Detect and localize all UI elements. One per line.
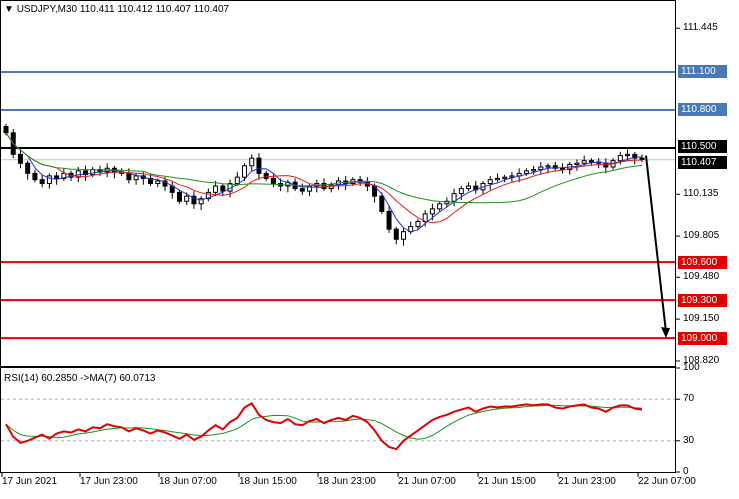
candle-body — [466, 185, 472, 190]
price-axis-label: 109.480 — [683, 271, 720, 283]
candle-body — [509, 175, 515, 178]
candle-body — [401, 231, 406, 240]
collapse-triangle-icon[interactable]: ▼ — [4, 4, 14, 15]
rsi-line — [5, 402, 643, 451]
candle-body — [617, 155, 623, 162]
time-axis-label: 18 Jun 07:00 — [159, 476, 217, 487]
candle-body — [213, 185, 219, 193]
price-axis-label: 109.150 — [683, 313, 720, 325]
candle-body — [242, 165, 247, 178]
candle-body — [393, 228, 399, 240]
candle-body — [256, 157, 262, 174]
candle-body — [83, 170, 88, 176]
candle-body — [386, 210, 392, 230]
price-level-tag: 111.100 — [678, 65, 727, 79]
candle-body — [574, 162, 580, 165]
candle-body — [220, 185, 226, 192]
candle-body — [155, 180, 161, 184]
rsi-axis-label: 100 — [683, 362, 700, 373]
candle-body — [3, 125, 9, 134]
ma-slow-line — [5, 132, 643, 204]
projection-arrow-line — [645, 155, 667, 333]
candle-body — [502, 176, 508, 179]
ohlc-values: 110.411 110.412 110.407 110.407 — [79, 4, 230, 15]
candle-body — [487, 179, 493, 185]
candle-body — [198, 198, 204, 205]
time-axis-label: 17 Jun 23:00 — [80, 476, 138, 487]
candle-body — [429, 208, 435, 215]
candle-body — [61, 172, 67, 179]
candle-body — [39, 179, 45, 185]
candle-body — [581, 160, 587, 164]
candle-body — [437, 203, 443, 210]
candle-body — [205, 191, 211, 200]
price-level-tag: 110.407 — [678, 156, 727, 170]
candle-body — [32, 172, 38, 181]
rsi-axis-label: 0 — [683, 466, 689, 477]
candle-body — [588, 160, 594, 163]
price-axis-label: 110.135 — [683, 188, 719, 200]
candle-body — [25, 162, 31, 174]
price-level-tag: 109.300 — [678, 293, 727, 307]
candle-body — [270, 177, 276, 185]
candle-body — [133, 175, 139, 181]
candle-body — [46, 175, 52, 184]
candle-body — [625, 153, 631, 157]
candle-body — [552, 165, 558, 169]
candle-body — [538, 166, 544, 171]
time-axis-label: 21 Jun 07:00 — [398, 476, 456, 487]
candle-body — [379, 195, 385, 212]
price-axis-label: 108.820 — [683, 354, 720, 366]
candle-body — [523, 170, 529, 174]
price-axis-label: 111.445 — [683, 22, 718, 34]
time-axis-label: 22 Jun 07:00 — [638, 476, 696, 487]
rsi-header: RSI(14) 60.2850 ->MA(7) 60.0713 — [4, 373, 156, 384]
rsi-indicator-panel[interactable] — [0, 367, 676, 473]
candle-body — [191, 195, 197, 205]
candle-body — [531, 169, 537, 172]
candle-body — [148, 177, 154, 185]
candle-body — [249, 157, 255, 167]
candle-body — [415, 221, 421, 228]
time-axis-label: 18 Jun 15:00 — [239, 476, 297, 487]
candle-body — [458, 188, 464, 195]
price-level-tag: 109.000 — [678, 331, 727, 345]
ma-mid-line — [5, 132, 643, 224]
candle-body — [75, 170, 81, 178]
price-axis-label: 109.805 — [683, 230, 720, 242]
candle-body — [184, 195, 190, 202]
candle-body — [444, 200, 450, 205]
candle-body — [263, 172, 269, 179]
candle-body — [299, 188, 305, 192]
price-level-tag: 109.600 — [678, 255, 727, 269]
candle-body — [451, 193, 457, 202]
chart-header: ▼ USDJPY,M30 110.411 110.412 110.407 110… — [4, 4, 229, 15]
rsi-axis-label: 70 — [683, 393, 695, 405]
candle-body — [126, 172, 132, 181]
time-axis-label: 17 Jun 2021 — [2, 476, 58, 487]
ma-fast-line — [5, 132, 643, 233]
candle-body — [54, 175, 60, 179]
time-axis-label: 21 Jun 15:00 — [478, 476, 536, 487]
price-level-tag: 110.800 — [678, 103, 727, 117]
candle-body — [632, 153, 638, 159]
candle-body — [639, 157, 645, 160]
price-level-tag: 110.500 — [678, 139, 727, 153]
time-axis-label: 18 Jun 23:00 — [318, 476, 376, 487]
symbol-label: USDJPY,M30 — [16, 4, 78, 15]
candle-body — [234, 176, 240, 184]
projection-arrowhead-icon — [661, 327, 670, 339]
candle-body — [176, 191, 182, 202]
time-axis-label: 21 Jun 23:00 — [558, 476, 616, 487]
rsi-axis-label: 30 — [683, 434, 695, 446]
candle-body — [545, 165, 551, 168]
candle-body — [17, 153, 23, 164]
candle-body — [494, 177, 500, 181]
